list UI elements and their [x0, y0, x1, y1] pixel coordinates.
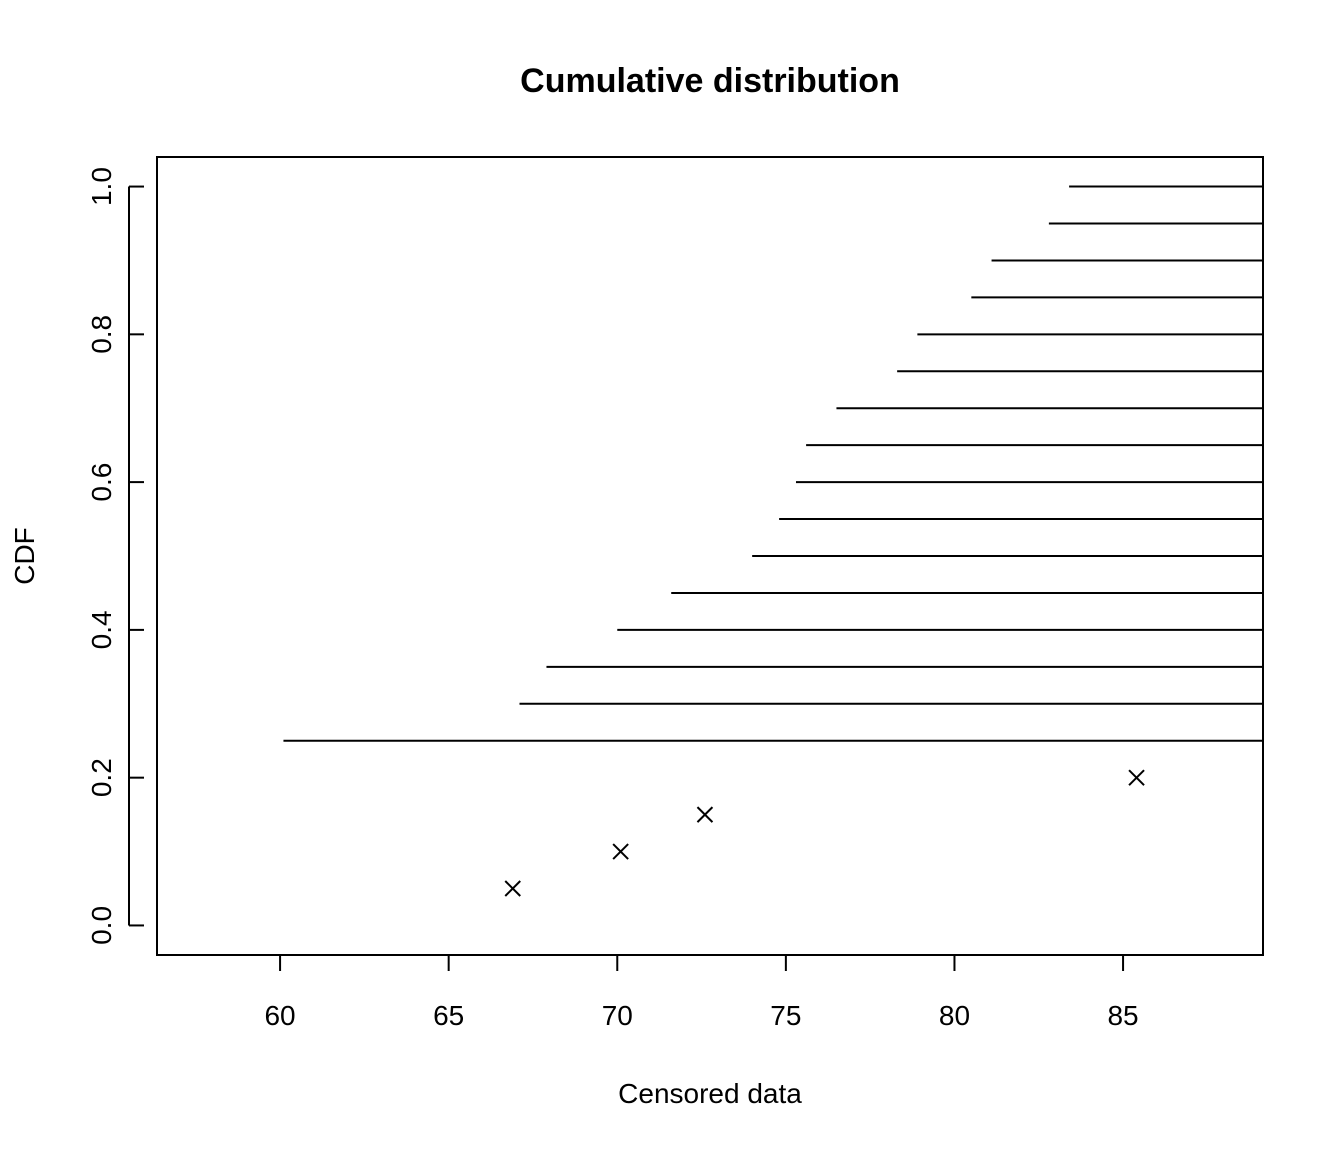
x-tick-label: 85 — [1107, 1000, 1138, 1031]
x-tick-label: 60 — [264, 1000, 295, 1031]
observed-points — [504, 769, 1145, 897]
y-tick-label: 0.4 — [86, 610, 117, 649]
x-axis: 60 65 70 75 80 85 — [264, 954, 1139, 1031]
cross-marker — [1128, 769, 1145, 786]
y-tick-label: 0.0 — [86, 906, 117, 945]
y-axis-label: CDF — [9, 527, 40, 585]
y-tick-label: 0.2 — [86, 758, 117, 797]
y-axis: 0.0 0.2 0.4 0.6 0.8 1.0 — [86, 167, 144, 945]
y-tick-label: 1.0 — [86, 167, 117, 206]
x-axis-label: Censored data — [618, 1078, 802, 1109]
chart-title: Cumulative distribution — [520, 62, 900, 100]
cross-stroke — [612, 843, 629, 860]
x-tick-label: 65 — [433, 1000, 464, 1031]
y-tick-label: 0.8 — [86, 315, 117, 354]
cross-stroke — [1128, 769, 1145, 786]
x-tick-label: 80 — [939, 1000, 970, 1031]
cross-stroke — [504, 880, 521, 897]
cross-marker — [612, 843, 629, 860]
cross-marker — [696, 806, 714, 823]
cross-marker — [504, 880, 521, 897]
cross-stroke — [696, 806, 714, 823]
censored-segments — [283, 185, 1263, 742]
x-tick-label: 70 — [602, 1000, 633, 1031]
x-tick-label: 75 — [770, 1000, 801, 1031]
y-tick-label: 0.6 — [86, 463, 117, 502]
